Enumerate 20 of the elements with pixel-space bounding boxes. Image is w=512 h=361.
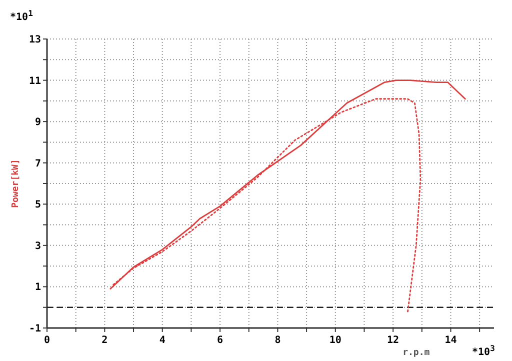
x-tick-label: 14 [444,335,457,346]
y-axis-title: Power[kW] [11,159,21,208]
y-tick-label: 5 [34,200,41,211]
text: *10$^{3}$ [472,344,496,358]
y-tick-label: 7 [34,158,41,170]
y-tick-label: 13 [28,34,41,46]
y-tick-label: 9 [34,117,41,128]
x-tick-label: 10 [329,335,342,346]
text: *10$^{1}$ [10,8,34,23]
x-tick-label: 12 [387,335,400,346]
y-tick-label: 1 [34,282,41,294]
x-tick-label: 0 [44,335,50,346]
y-tick-label: 3 [34,240,41,252]
x-tick-label: 6 [217,335,224,346]
y-tick-label: -1 [28,324,41,334]
x-tick-label: 2 [102,335,108,346]
x-tick-label: 8 [274,335,281,346]
x-tick-label: 4 [159,335,166,346]
y-tick-label: 11 [28,76,41,87]
x-axis-title: r.p.m [402,348,430,358]
